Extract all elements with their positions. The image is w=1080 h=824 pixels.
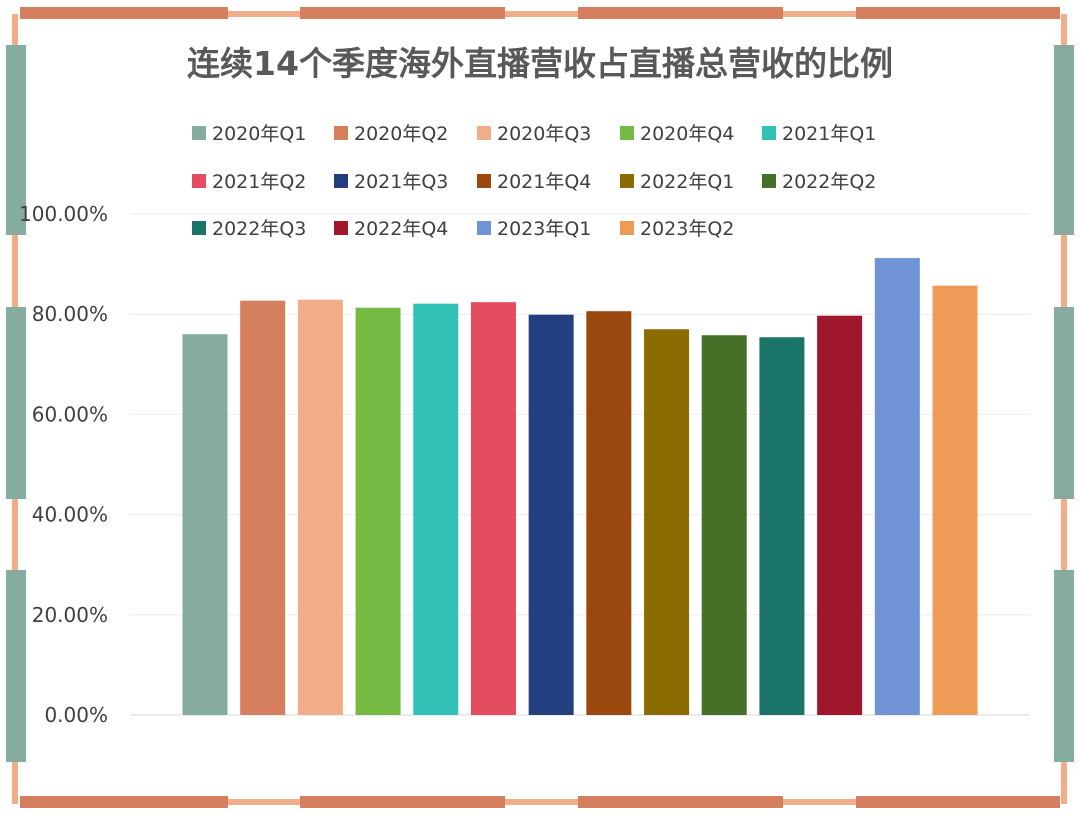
y-tick-label: 80.00% — [32, 302, 108, 326]
frame-right-segment — [1054, 570, 1074, 762]
legend-swatch — [620, 174, 634, 188]
legend-item: 2023年Q2 — [620, 218, 734, 240]
legend-label: 2020年Q2 — [354, 123, 448, 145]
legend-item: 2020年Q1 — [192, 123, 306, 145]
frame-bottom-line — [20, 799, 1060, 805]
frame-top-segment — [20, 7, 228, 19]
legend-item: 2022年Q4 — [334, 218, 448, 240]
frame-right-segment — [1054, 307, 1074, 499]
bar — [932, 285, 978, 715]
legend-swatch — [477, 221, 491, 235]
legend-item: 2021年Q4 — [477, 171, 591, 193]
frame-top-segment — [578, 7, 783, 19]
legend-swatch — [762, 126, 776, 140]
bar — [874, 258, 920, 715]
bar — [586, 311, 632, 715]
legend-label: 2023年Q1 — [497, 218, 591, 240]
legend-label: 2022年Q1 — [640, 171, 734, 193]
frame-bottom-segment — [856, 796, 1060, 808]
y-tick-label: 100.00% — [19, 202, 108, 226]
legend-swatch — [334, 126, 348, 140]
frame-left-segment — [6, 45, 26, 235]
legend-swatch — [477, 126, 491, 140]
legend: 2020年Q1 2020年Q2 2020年Q3 2020年Q4 2021年Q1 2021年… — [192, 123, 876, 240]
legend-item: 2020年Q2 — [334, 123, 448, 145]
y-tick-label: 0.00% — [44, 703, 108, 727]
legend-item: 2022年Q2 — [762, 171, 876, 193]
legend-swatch — [334, 221, 348, 235]
y-axis: 0.00% 20.00% 40.00% 60.00% 80.00% 100.00% — [19, 202, 108, 727]
bar — [413, 303, 459, 715]
legend-label: 2020年Q3 — [497, 123, 591, 145]
frame-right-segment — [1054, 45, 1074, 235]
bar — [297, 299, 343, 715]
legend-swatch — [192, 174, 206, 188]
frame-top-segment — [856, 7, 1060, 19]
legend-label: 2022年Q3 — [212, 218, 306, 240]
frame-bottom-segment — [20, 796, 228, 808]
legend-item: 2022年Q1 — [620, 171, 734, 193]
bars — [182, 258, 978, 715]
legend-item: 2020年Q3 — [477, 123, 591, 145]
legend-swatch — [192, 221, 206, 235]
bar — [240, 300, 286, 715]
legend-label: 2020年Q4 — [640, 123, 734, 145]
bar — [759, 337, 805, 715]
legend-label: 2020年Q1 — [212, 123, 306, 145]
bar — [701, 335, 747, 715]
legend-item: 2021年Q1 — [762, 123, 876, 145]
legend-swatch — [620, 221, 634, 235]
legend-label: 2021年Q3 — [354, 171, 448, 193]
legend-item: 2021年Q3 — [334, 171, 448, 193]
legend-label: 2021年Q1 — [782, 123, 876, 145]
legend-item: 2023年Q1 — [477, 218, 591, 240]
frame-left-segment — [6, 570, 26, 762]
legend-swatch — [334, 174, 348, 188]
legend-label: 2022年Q4 — [354, 218, 448, 240]
legend-label: 2021年Q4 — [497, 171, 591, 193]
frame-bottom-segment — [578, 796, 783, 808]
legend-swatch — [192, 126, 206, 140]
chart-title: 连续14个季度海外直播营收占直播总营收的比例 — [187, 44, 893, 83]
legend-swatch — [762, 174, 776, 188]
y-tick-label: 40.00% — [32, 503, 108, 527]
y-tick-label: 20.00% — [32, 603, 108, 627]
bar — [355, 307, 401, 715]
bar — [817, 315, 863, 715]
legend-item: 2020年Q4 — [620, 123, 734, 145]
frame-bottom-segment — [300, 796, 505, 808]
legend-item: 2021年Q2 — [192, 171, 306, 193]
frame-left-segment — [6, 307, 26, 499]
legend-swatch — [477, 174, 491, 188]
bar — [528, 314, 574, 715]
legend-label: 2023年Q2 — [640, 218, 734, 240]
bar — [470, 302, 516, 715]
legend-label: 2022年Q2 — [782, 171, 876, 193]
bar — [182, 334, 228, 715]
legend-item: 2022年Q3 — [192, 218, 306, 240]
y-tick-label: 60.00% — [32, 402, 108, 426]
legend-swatch — [620, 126, 634, 140]
frame-top-segment — [300, 7, 505, 19]
frame-top-line — [20, 11, 1060, 17]
legend-label: 2021年Q2 — [212, 171, 306, 193]
bar — [644, 329, 690, 715]
